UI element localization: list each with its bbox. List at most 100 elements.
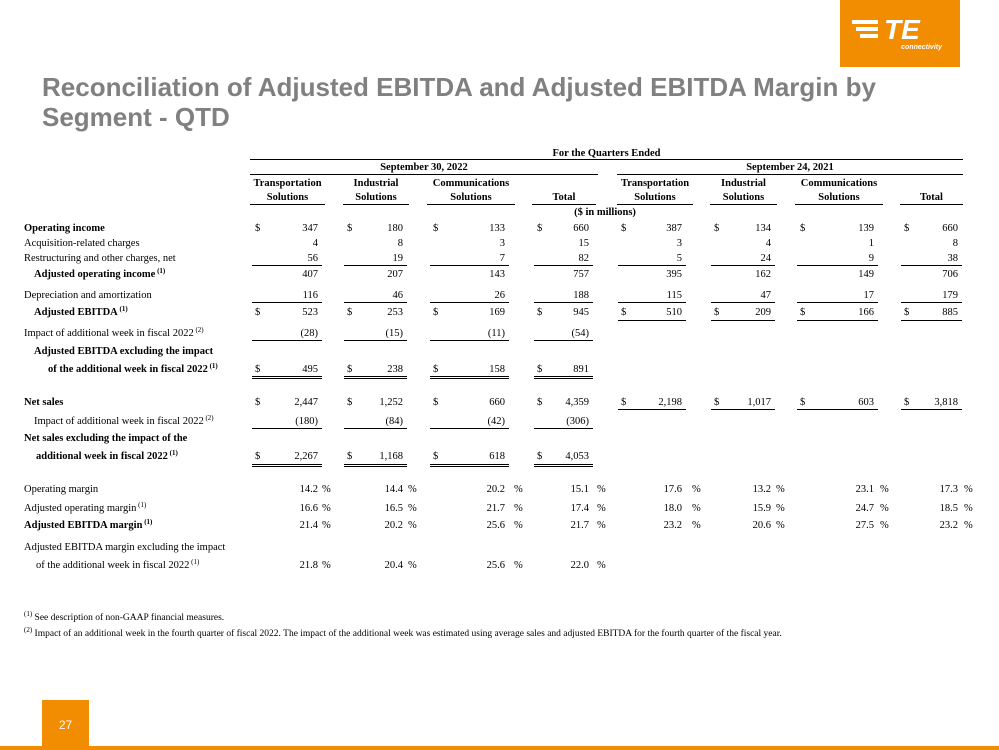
currency-symbol: $ xyxy=(537,451,543,462)
percent-symbol: % xyxy=(964,503,973,514)
cell-value: (84) xyxy=(385,416,404,427)
cell-value: 22.0 xyxy=(570,560,589,571)
logo-tagline: connectivity xyxy=(901,44,942,51)
cell-value: 706 xyxy=(942,269,958,280)
cell-value: 179 xyxy=(942,290,958,301)
currency-symbol: $ xyxy=(904,223,910,234)
underline xyxy=(797,265,878,266)
cell-value: 2,198 xyxy=(658,397,682,408)
row-label: Net sales xyxy=(24,397,64,408)
column-header-rule xyxy=(795,204,883,205)
cell-value: 26 xyxy=(494,290,506,301)
cell-value: 3 xyxy=(499,238,505,249)
cell-value: 38 xyxy=(947,253,959,264)
te-connectivity-logo: TE connectivity xyxy=(840,0,960,67)
cell-value: 139 xyxy=(858,223,874,234)
currency-symbol: $ xyxy=(537,364,543,375)
cell-value: 17.6 xyxy=(663,484,682,495)
column-header-line1: Transportation xyxy=(253,178,322,189)
column-header-rule xyxy=(532,204,596,205)
cell-value: 9 xyxy=(868,253,874,264)
percent-symbol: % xyxy=(776,520,785,531)
column-header-rule xyxy=(427,204,515,205)
cell-value: 495 xyxy=(302,364,318,375)
underline xyxy=(252,302,322,303)
underline xyxy=(344,340,407,341)
cell-value: 207 xyxy=(387,269,403,280)
cell-value: 3 xyxy=(676,238,682,249)
currency-symbol: $ xyxy=(800,223,806,234)
cell-value: 169 xyxy=(489,307,505,318)
cell-value: 25.6 xyxy=(486,560,505,571)
currency-symbol: $ xyxy=(621,307,627,318)
percent-symbol: % xyxy=(322,503,331,514)
currency-symbol: $ xyxy=(904,307,910,318)
currency-symbol: $ xyxy=(255,451,261,462)
underline xyxy=(534,428,593,429)
logo-wordmark: TE xyxy=(884,14,921,44)
underline xyxy=(534,302,593,303)
double-underline xyxy=(534,376,593,379)
cell-value: 18.0 xyxy=(663,503,682,514)
cell-value: (28) xyxy=(300,328,319,339)
cell-value: 21.7 xyxy=(570,520,589,531)
currency-symbol: $ xyxy=(347,364,353,375)
percent-symbol: % xyxy=(597,484,606,495)
cell-value: 395 xyxy=(666,269,682,280)
underline xyxy=(618,320,686,321)
percent-symbol: % xyxy=(776,484,785,495)
cell-value: 162 xyxy=(755,269,771,280)
percent-symbol: % xyxy=(322,484,331,495)
te-logo-icon: TE xyxy=(852,14,921,44)
footnote-2: (2) Impact of an additional week in the … xyxy=(24,626,782,640)
row-label-continued: additional week in fiscal 2022 (1) xyxy=(36,449,178,463)
column-header-rule xyxy=(250,204,325,205)
column-header-line2: Solutions xyxy=(266,192,309,203)
underline xyxy=(344,302,407,303)
percent-symbol: % xyxy=(322,520,331,531)
cell-value: 4 xyxy=(312,238,318,249)
underline xyxy=(711,302,775,303)
cell-value: 15.9 xyxy=(752,503,771,514)
cell-value: 885 xyxy=(942,307,958,318)
column-header-line1: Communications xyxy=(800,178,878,189)
cell-value: 945 xyxy=(573,307,589,318)
period1-rule xyxy=(250,174,598,175)
row-label: Adjusted operating margin (1) xyxy=(24,501,147,515)
currency-symbol: $ xyxy=(714,397,720,408)
cell-value: 14.4 xyxy=(384,484,403,495)
percent-symbol: % xyxy=(964,484,973,495)
percent-symbol: % xyxy=(597,560,606,571)
row-label: Restructuring and other charges, net xyxy=(24,253,176,264)
percent-symbol: % xyxy=(597,503,606,514)
cell-value: (42) xyxy=(487,416,506,427)
cell-value: 56 xyxy=(307,253,319,264)
cell-value: 660 xyxy=(942,223,958,234)
cell-value: 13.2 xyxy=(752,484,771,495)
currency-symbol: $ xyxy=(714,307,720,318)
currency-symbol: $ xyxy=(255,307,261,318)
double-underline xyxy=(430,464,509,467)
column-header-line1: Transportation xyxy=(620,178,690,189)
underline xyxy=(797,409,878,410)
currency-symbol: $ xyxy=(433,397,439,408)
underline xyxy=(797,320,878,321)
cell-value: 24.7 xyxy=(855,503,874,514)
cell-value: 5 xyxy=(676,253,682,264)
cell-value: 4,359 xyxy=(565,397,589,408)
column-header-rule xyxy=(343,204,409,205)
cell-value: 21.8 xyxy=(299,560,318,571)
percent-symbol: % xyxy=(408,484,417,495)
row-label: Adjusted operating income (1) xyxy=(34,267,166,281)
row-label: Adjusted EBITDA margin excluding the imp… xyxy=(24,542,226,553)
bottom-accent-bar xyxy=(0,746,999,750)
percent-symbol: % xyxy=(692,520,701,531)
percent-symbol: % xyxy=(514,484,523,495)
cell-value: 166 xyxy=(858,307,874,318)
cell-value: 7 xyxy=(499,253,505,264)
underline xyxy=(534,265,593,266)
currency-symbol: $ xyxy=(800,397,806,408)
row-label-continued: of the additional week in fiscal 2022 (1… xyxy=(48,362,218,376)
double-underline xyxy=(344,464,407,467)
